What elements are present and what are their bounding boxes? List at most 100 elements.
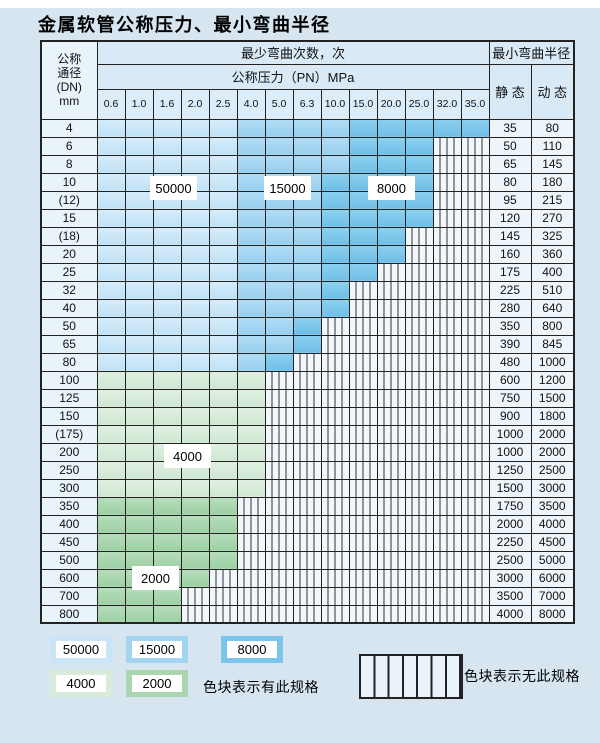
spec-cell [152, 424, 182, 444]
no-spec-cell [292, 478, 322, 498]
spec-cell [180, 298, 210, 318]
no-spec-cell [460, 298, 490, 318]
spec-cell [208, 172, 238, 192]
spec-cell [96, 586, 126, 606]
no-spec-cell [432, 568, 462, 588]
spec-cell [208, 280, 238, 300]
spec-cell [236, 280, 266, 300]
spec-cell [320, 136, 350, 156]
spec-cell [152, 136, 182, 156]
dynamic-value-cell: 800 [530, 316, 575, 336]
no-spec-cell [432, 424, 462, 444]
no-spec-cell [404, 550, 434, 570]
pressure-header: 20.0 [376, 88, 406, 120]
spec-cell [404, 136, 434, 156]
spec-cell [264, 154, 294, 174]
spec-cell [292, 118, 322, 138]
spec-cell [376, 208, 406, 228]
no-spec-cell [404, 406, 434, 426]
dynamic-value-cell: 270 [530, 208, 575, 228]
spec-cell [208, 424, 238, 444]
spec-cell [208, 550, 238, 570]
no-spec-cell [376, 388, 406, 408]
spec-cell [208, 406, 238, 426]
no-spec-cell [264, 478, 294, 498]
zone-label-2000: 2000 [132, 566, 179, 590]
no-spec-cell [376, 604, 406, 624]
dynamic-header: 动 态 [530, 63, 575, 120]
spec-cell [404, 208, 434, 228]
no-spec-cell [348, 370, 378, 390]
no-spec-cell [292, 460, 322, 480]
table-row: 32 225 510 [40, 280, 575, 300]
pressure-header: 6.3 [292, 88, 322, 120]
no-spec-cell [320, 460, 350, 480]
spec-cell [124, 208, 154, 228]
spec-cell [264, 352, 294, 372]
dn-cell: 80 [40, 352, 98, 372]
no-spec-cell [432, 298, 462, 318]
no-spec-cell [376, 424, 406, 444]
legend-no-spec-swatch [359, 654, 463, 699]
spec-cell [124, 316, 154, 336]
spec-cell [124, 172, 154, 192]
no-spec-cell [460, 262, 490, 282]
no-spec-cell [432, 604, 462, 624]
dn-cell: 40 [40, 298, 98, 318]
no-spec-cell [348, 478, 378, 498]
spec-cell [152, 496, 182, 516]
spec-cell [236, 478, 266, 498]
spec-cell [124, 388, 154, 408]
zone-label-8000: 8000 [368, 176, 415, 200]
no-spec-cell [208, 604, 238, 624]
dn-cell: 10 [40, 172, 98, 192]
no-spec-cell [348, 496, 378, 516]
spec-cell [96, 280, 126, 300]
static-value-cell: 2500 [488, 550, 532, 570]
spec-cell [180, 262, 210, 282]
no-spec-cell [208, 568, 238, 588]
no-spec-cell [264, 442, 294, 462]
pressure-header: 35.0 [460, 88, 490, 120]
spec-cell [96, 370, 126, 390]
spec-cell [124, 586, 154, 606]
dynamic-value-cell: 6000 [530, 568, 575, 588]
dynamic-value-cell: 510 [530, 280, 575, 300]
spec-cell [236, 154, 266, 174]
spec-cell [180, 280, 210, 300]
static-value-cell: 350 [488, 316, 532, 336]
no-spec-cell [180, 586, 210, 606]
static-value-cell: 145 [488, 226, 532, 246]
static-value-cell: 160 [488, 244, 532, 264]
no-spec-cell [348, 388, 378, 408]
dynamic-value-cell: 180 [530, 172, 575, 192]
spec-cell [236, 136, 266, 156]
spec-cell [180, 388, 210, 408]
spec-cell [208, 316, 238, 336]
no-spec-cell [348, 568, 378, 588]
dynamic-value-cell: 2000 [530, 424, 575, 444]
dynamic-value-cell: 5000 [530, 550, 575, 570]
table-row: 40 280 640 [40, 298, 575, 318]
legend-swatch-50000-label: 50000 [56, 641, 106, 658]
spec-cell [96, 550, 126, 570]
no-spec-cell [432, 226, 462, 246]
dynamic-value-cell: 325 [530, 226, 575, 246]
no-spec-cell [404, 496, 434, 516]
spec-cell [208, 208, 238, 228]
dn-cell: 32 [40, 280, 98, 300]
dynamic-value-cell: 400 [530, 262, 575, 282]
no-spec-cell [460, 208, 490, 228]
no-spec-cell [264, 568, 294, 588]
spec-cell [292, 136, 322, 156]
dynamic-value-cell: 1200 [530, 370, 575, 390]
spec-cell [264, 316, 294, 336]
no-spec-cell [404, 298, 434, 318]
spec-cell [320, 280, 350, 300]
spec-cell [404, 118, 434, 138]
dynamic-value-cell: 3500 [530, 496, 575, 516]
pressure-header: 2.5 [208, 88, 238, 120]
spec-cell [264, 136, 294, 156]
no-spec-cell [320, 604, 350, 624]
